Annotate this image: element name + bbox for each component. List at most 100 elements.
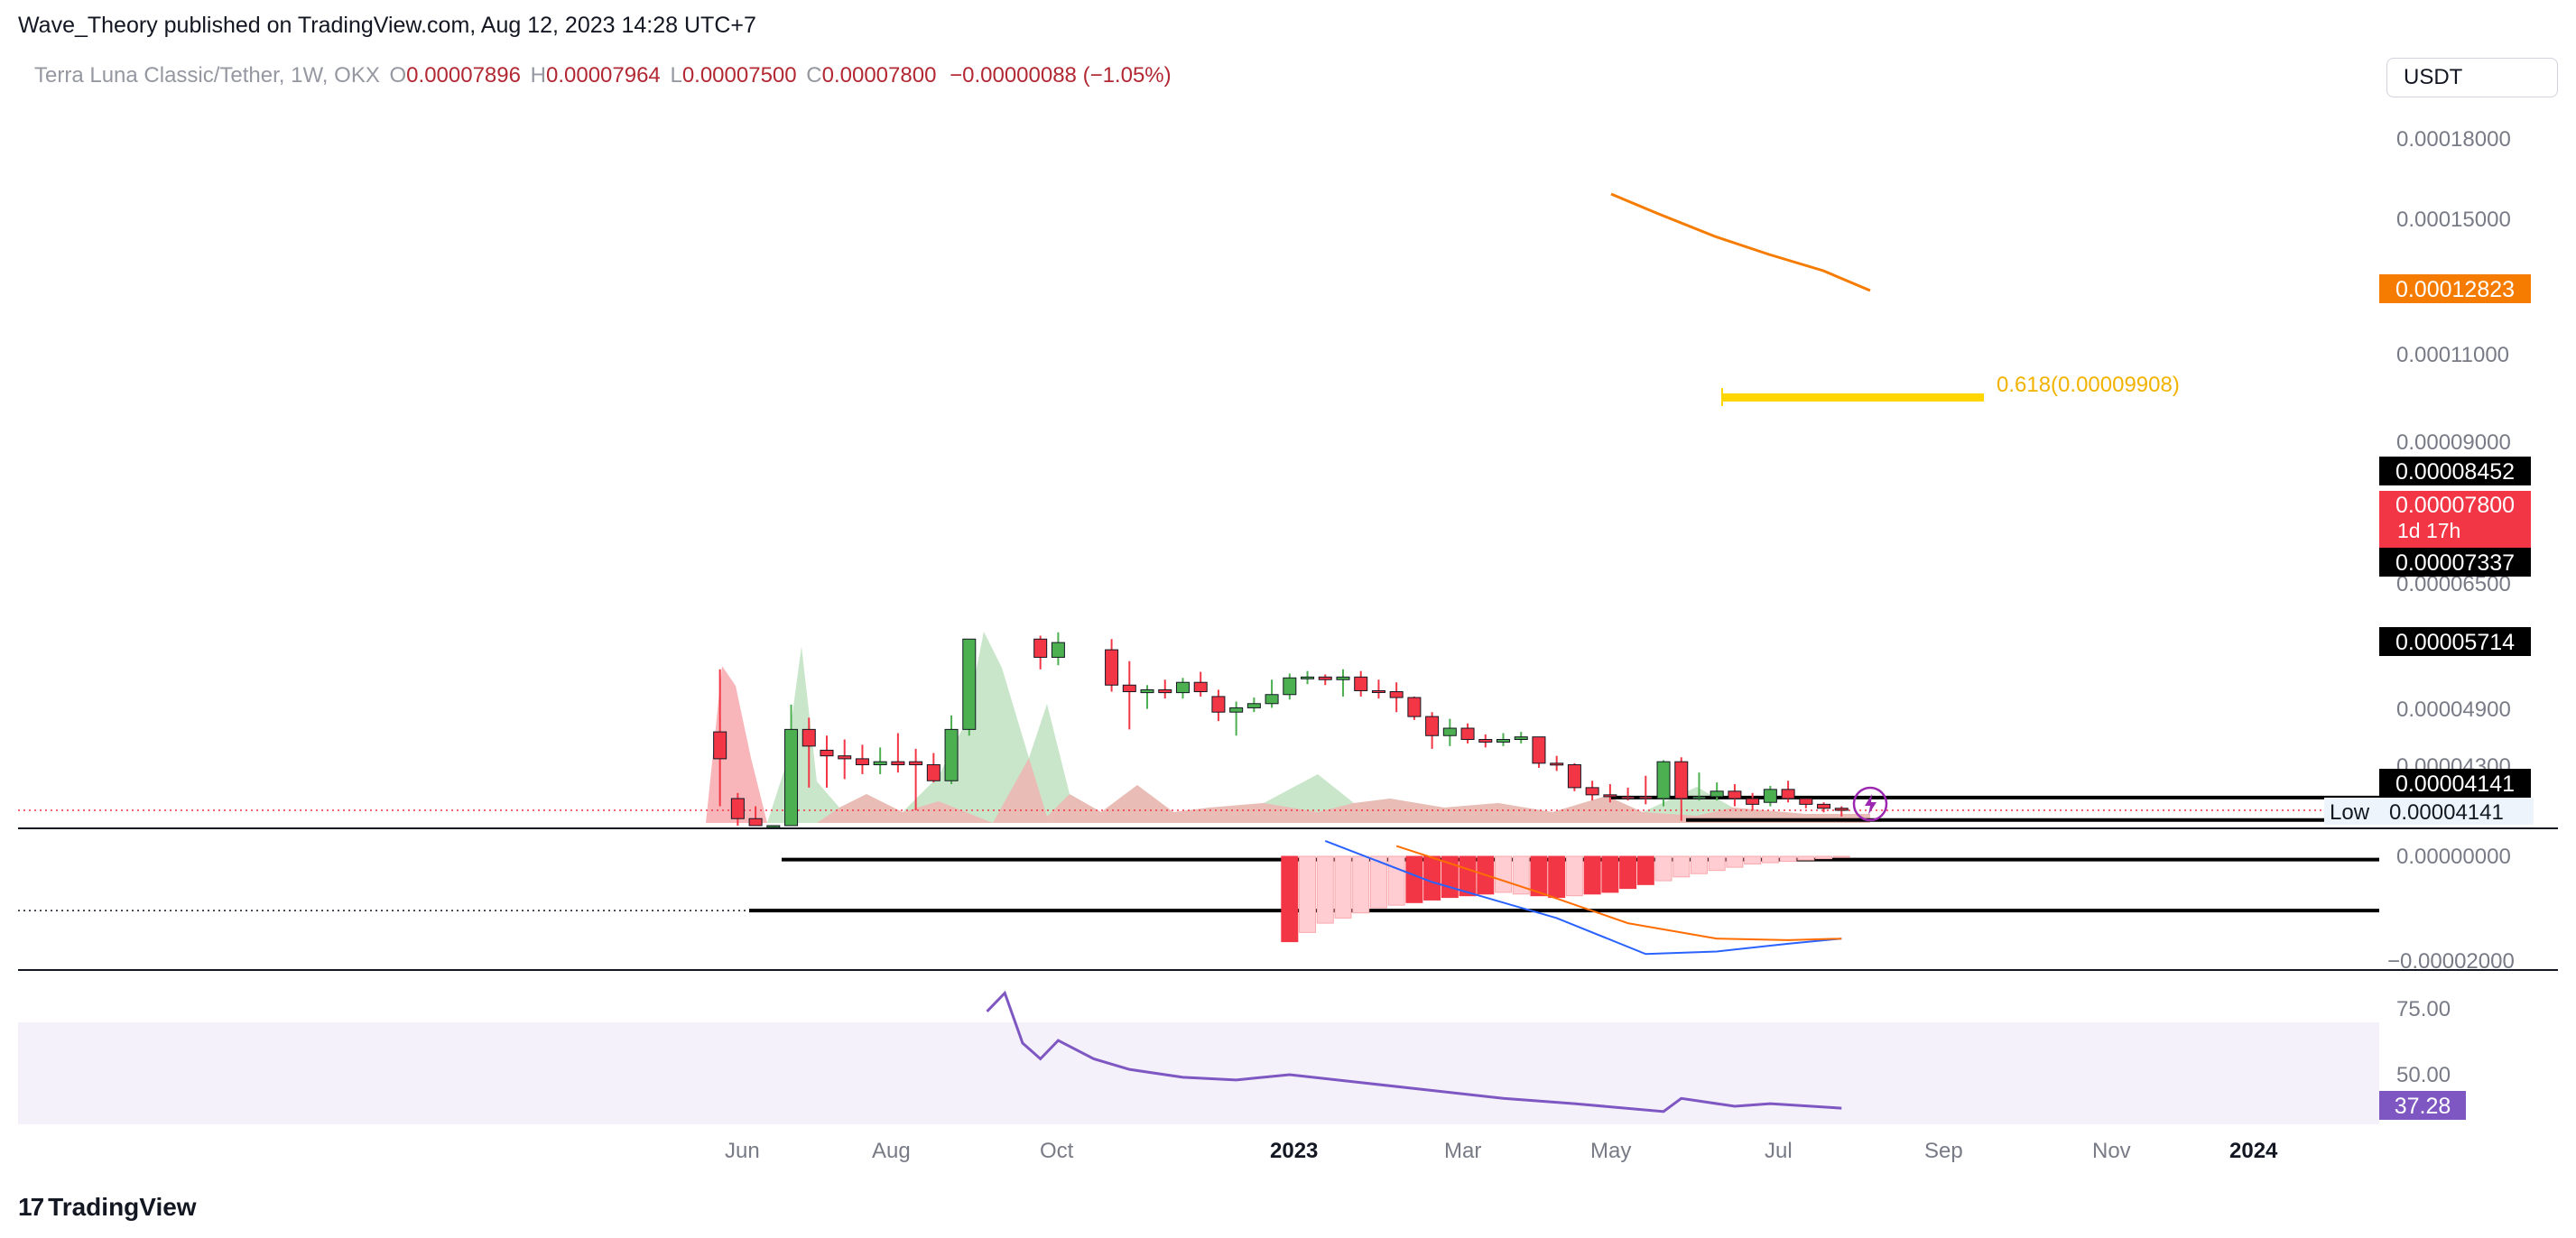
candle-up[interactable] [1442,718,1457,746]
time-tick: Nov [2092,1139,2131,1163]
candle-up[interactable] [1656,760,1671,807]
candle-down[interactable] [1834,806,1849,817]
candle-up[interactable] [1051,632,1065,666]
candle-down[interactable] [1603,784,1617,803]
candle-down[interactable] [909,748,923,810]
candle-down[interactable] [1460,723,1475,744]
time-tick: Sep [1924,1139,1963,1163]
candle-down[interactable] [1425,712,1440,749]
candle-down[interactable] [730,792,745,826]
candle-down[interactable] [1354,670,1368,697]
candle-down[interactable] [1532,736,1546,768]
candle-body [838,755,852,760]
candle-down[interactable] [1389,682,1404,713]
candle-up[interactable] [1514,732,1528,744]
candle-down[interactable] [838,739,852,780]
candle-down[interactable] [820,735,834,788]
alert-icon[interactable] [1852,786,1888,822]
candle-up[interactable] [1140,685,1154,709]
candle-up[interactable] [1283,673,1297,700]
time-tick: Jun [725,1139,760,1163]
candle-down[interactable] [1567,762,1581,791]
candle-down[interactable] [1746,792,1760,810]
candle-down[interactable] [1585,781,1599,801]
macd-histogram-bar [1708,855,1726,872]
candle-up[interactable] [766,825,781,828]
candle-body [1710,790,1724,798]
candle-down[interactable] [1105,639,1119,692]
candle-up[interactable] [962,638,977,736]
high-key: H [530,63,546,88]
candle-down[interactable] [1407,696,1422,720]
candle-body [1691,796,1706,799]
candle-down[interactable] [855,744,869,774]
candle-down[interactable] [1674,757,1689,821]
candle-up[interactable] [873,747,887,774]
candle-up[interactable] [784,704,799,827]
candle-down[interactable] [1318,674,1332,686]
candles[interactable] [713,632,1849,828]
candle-body [1140,688,1154,694]
candle-body [1354,676,1368,691]
candle-down[interactable] [1799,798,1813,808]
candle-down[interactable] [1371,679,1385,699]
fib-band[interactable] [1722,393,1984,402]
candle-up[interactable] [1763,785,1777,807]
candle-up[interactable] [1691,772,1706,801]
candle-up[interactable] [1175,678,1190,699]
ema-line[interactable] [1610,192,1871,292]
candle-body [1211,696,1226,713]
volume-area [706,632,1870,823]
candle-down[interactable] [1122,661,1136,730]
candle-down[interactable] [1817,802,1831,813]
candle-down[interactable] [1621,787,1635,801]
candle-down[interactable] [1478,734,1493,748]
candle-up[interactable] [1301,670,1315,685]
currency-button[interactable]: USDT [2386,58,2558,97]
candle-body [802,728,816,747]
candle-up[interactable] [1229,701,1244,736]
macd-histogram-bar [1779,855,1797,863]
candle-up[interactable] [1336,669,1350,697]
candle-down[interactable] [926,753,941,783]
macd-histogram-bar [1761,855,1779,864]
candle-up[interactable] [944,715,959,785]
candle-down[interactable] [1193,671,1208,697]
candle-down[interactable] [1158,679,1172,699]
macd-histogram-bar [1459,855,1477,897]
candle-up[interactable] [1246,698,1261,713]
candle-body [1514,736,1528,741]
candle-down[interactable] [1550,755,1564,771]
close-value: 0.00007800 [821,63,937,88]
candle-down[interactable] [748,806,763,827]
macd-histogram-bar [1281,855,1299,943]
macd-histogram-bar [1299,855,1317,933]
candle-down[interactable] [713,669,727,807]
candle-up[interactable] [1496,733,1511,746]
macd-histogram-bar [1405,855,1423,903]
candle-body [1301,676,1315,679]
tradingview-logo[interactable]: 17 TradingView [18,1193,197,1222]
time-tick: 2024 [2229,1139,2278,1163]
candle-body [1532,736,1546,764]
candle-down[interactable] [1781,781,1795,803]
candle-body [1336,676,1350,680]
macd-histogram-bar [1548,855,1566,899]
macd-histogram-bar [1423,855,1441,901]
candle-down[interactable] [1033,635,1048,670]
time-tick: 2023 [1270,1139,1319,1163]
candle-down[interactable] [891,733,905,773]
macd-line [1324,839,1842,956]
candle-down[interactable] [1211,689,1226,722]
candle-down[interactable] [1728,784,1742,807]
candle-down[interactable] [1638,775,1653,805]
candle-down[interactable] [802,717,816,788]
macd-histogram-bar [1369,855,1387,909]
candle-body [891,761,905,766]
volume-down-area [817,758,1870,823]
price-tick: 0.00015000 [2396,208,2511,232]
candle-up[interactable] [1265,679,1279,708]
candle-body [730,798,745,819]
candle-up[interactable] [1710,782,1724,801]
